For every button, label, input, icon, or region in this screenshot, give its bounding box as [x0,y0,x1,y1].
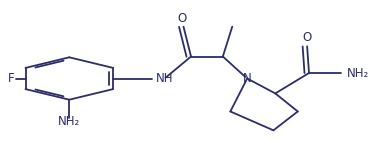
Text: N: N [243,72,252,85]
Text: O: O [303,31,312,44]
Text: NH₂: NH₂ [58,115,80,128]
Text: NH₂: NH₂ [346,67,369,79]
Text: F: F [8,72,15,85]
Text: O: O [177,12,186,24]
Text: NH: NH [155,72,173,85]
